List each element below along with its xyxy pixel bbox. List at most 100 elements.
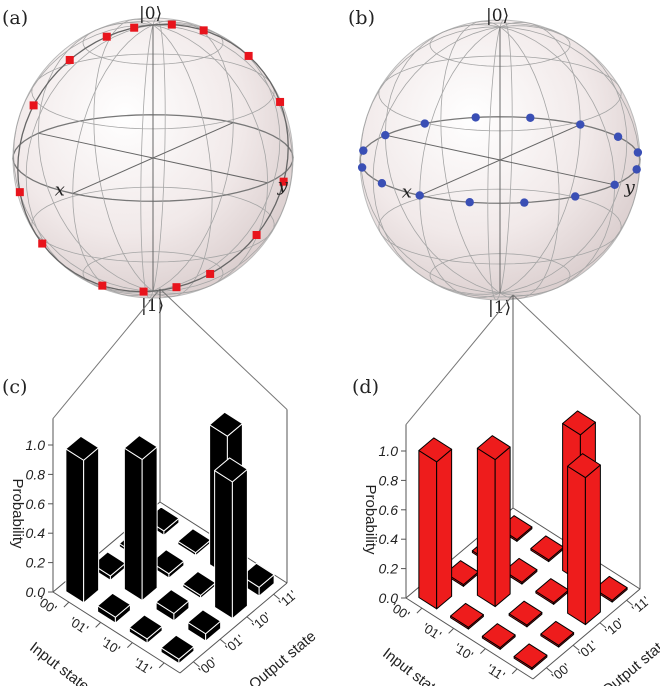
state-point-square bbox=[130, 23, 139, 32]
bloch-sphere-b: |0⟩ |1⟩ x y bbox=[357, 6, 643, 318]
state-point-circle bbox=[357, 163, 367, 172]
bar-top bbox=[508, 600, 543, 626]
input-tick bbox=[158, 662, 165, 669]
input-axis-label: Input state bbox=[26, 639, 92, 686]
output-tick bbox=[193, 661, 200, 668]
bar-top bbox=[214, 457, 248, 483]
bar-top bbox=[240, 562, 275, 588]
state-point-circle bbox=[571, 192, 580, 201]
floor-edge-output bbox=[532, 588, 641, 680]
output-tick-label: '01' bbox=[575, 638, 600, 662]
z-axis-label: Probability bbox=[9, 479, 26, 550]
bar-top bbox=[97, 592, 131, 618]
bar-top bbox=[476, 435, 511, 461]
trajectory-line bbox=[17, 23, 289, 293]
input-tick-label: '01' bbox=[420, 620, 444, 643]
z-tick-label: 0.6 bbox=[26, 496, 46, 512]
output-tick-label: '01' bbox=[222, 632, 247, 656]
output-tick bbox=[273, 593, 280, 600]
input-tick bbox=[416, 607, 423, 614]
state-point-square bbox=[206, 269, 215, 278]
output-tick bbox=[572, 644, 580, 651]
bar-top bbox=[418, 437, 453, 463]
output-tick-label: '00' bbox=[196, 654, 221, 678]
bar-top bbox=[123, 435, 158, 460]
bar-top bbox=[503, 557, 538, 583]
bar-top bbox=[187, 609, 222, 635]
floor-edge-input bbox=[405, 597, 534, 680]
output-tick-label: '11' bbox=[276, 587, 300, 610]
state-point-circle bbox=[471, 113, 480, 122]
state-point-circle bbox=[377, 179, 387, 188]
z-tick-label: 0.8 bbox=[26, 466, 46, 482]
input-tick bbox=[63, 601, 70, 608]
y-axis bbox=[38, 132, 268, 184]
input-tick bbox=[480, 648, 486, 654]
state-point-square bbox=[279, 177, 288, 186]
input-tick bbox=[95, 622, 101, 628]
state-point-circle bbox=[576, 120, 585, 129]
z-tick-label: 0.0 bbox=[379, 590, 399, 606]
y-axis-label: y bbox=[624, 177, 636, 198]
bar-face-front bbox=[567, 465, 586, 626]
output-tick bbox=[599, 622, 607, 629]
state-point-square bbox=[199, 26, 208, 35]
state-point-square bbox=[15, 188, 24, 197]
z-tick-label: 1.0 bbox=[379, 443, 399, 459]
state-point-circle bbox=[359, 146, 368, 155]
bar-top bbox=[481, 623, 516, 649]
state-point-square bbox=[38, 239, 47, 248]
bar-top bbox=[567, 453, 601, 479]
state-point-circle bbox=[613, 132, 623, 141]
state-point-circle bbox=[633, 148, 643, 157]
wall-top-left bbox=[405, 294, 514, 425]
south-pole-label: |1⟩ bbox=[141, 296, 164, 316]
bar-face-side bbox=[141, 446, 158, 602]
input-tick bbox=[448, 628, 454, 634]
panel-label-a: (a) bbox=[2, 7, 28, 29]
panel-label-c: (c) bbox=[2, 376, 27, 398]
bar-top bbox=[593, 575, 628, 601]
y-axis bbox=[385, 134, 615, 186]
state-point-circle bbox=[465, 198, 474, 207]
north-pole-label: |0⟩ bbox=[139, 4, 162, 24]
bar-top bbox=[65, 435, 100, 461]
state-point-circle bbox=[415, 191, 424, 200]
output-axis-label: Output state bbox=[246, 628, 319, 686]
state-point-square bbox=[98, 281, 107, 290]
input-axis-label: Input state bbox=[379, 645, 445, 686]
input-tick bbox=[511, 668, 518, 675]
bloch-sphere-a: |0⟩ |1⟩ x y bbox=[12, 4, 294, 316]
z-tick-label: 0.2 bbox=[379, 561, 399, 577]
south-pole-label: |1⟩ bbox=[488, 298, 511, 318]
bar-face-front bbox=[123, 447, 143, 602]
output-tick-label: '00' bbox=[549, 660, 574, 684]
state-point-square bbox=[102, 32, 111, 41]
bar-face-side bbox=[231, 468, 248, 620]
state-point-square bbox=[252, 231, 261, 240]
bar-face-front bbox=[65, 448, 85, 604]
output-axis-label: Output state bbox=[599, 634, 660, 686]
z-tick-label: 0.4 bbox=[26, 525, 46, 541]
bar-top bbox=[150, 549, 185, 575]
bar-face-side bbox=[83, 447, 100, 604]
bar-top bbox=[209, 411, 243, 437]
bar-top bbox=[530, 535, 565, 561]
z-tick-label: 0.8 bbox=[379, 472, 399, 488]
output-tick bbox=[219, 638, 227, 645]
bar-face-front bbox=[214, 470, 233, 620]
bar-top bbox=[155, 589, 190, 614]
panel-label-b: (b) bbox=[348, 7, 375, 29]
bar-top bbox=[562, 410, 596, 436]
bar-top bbox=[182, 570, 217, 596]
bar-top bbox=[128, 614, 163, 640]
output-tick bbox=[546, 667, 553, 674]
floor-edge-input bbox=[52, 591, 181, 674]
north-pole-label: |0⟩ bbox=[486, 6, 509, 26]
state-point-circle bbox=[420, 119, 429, 128]
z-tick-label: 0.4 bbox=[379, 531, 399, 547]
input-tick-label: '10' bbox=[451, 640, 475, 663]
x-axis-label: x bbox=[402, 181, 412, 202]
state-point-square bbox=[29, 101, 38, 110]
z-tick-label: 1.0 bbox=[26, 437, 46, 453]
